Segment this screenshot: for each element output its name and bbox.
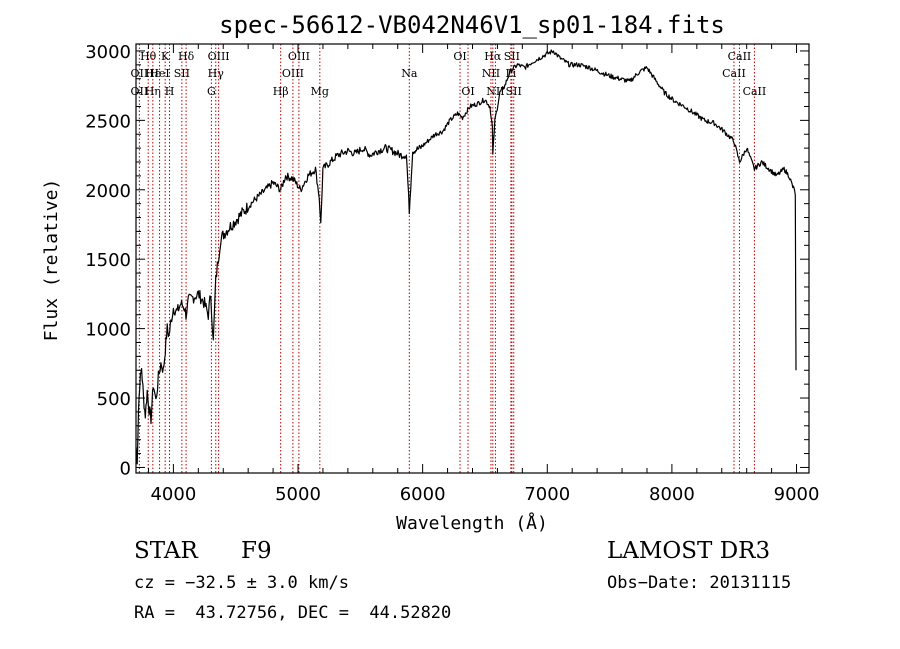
line-label: OIII: [282, 67, 304, 80]
x-tick-label: 9000: [774, 484, 820, 505]
line-label: G: [207, 85, 216, 98]
line-label: OIII: [208, 50, 230, 63]
y-tick-label: 0: [120, 458, 131, 479]
line-label: CaII: [743, 85, 767, 98]
chart-title: spec-56612-VB042N46V1_sp01-184.fits: [219, 11, 725, 39]
line-label: NII: [482, 67, 500, 80]
y-tick-label: 1000: [85, 320, 131, 341]
line-label: OI: [453, 50, 466, 63]
line-label: Mg: [311, 85, 329, 98]
line-label: Hβ: [273, 85, 289, 98]
line-label: CaII: [728, 50, 752, 63]
line-label: SII: [174, 67, 190, 80]
spectrum-line: [135, 49, 797, 465]
line-label: H: [165, 85, 175, 98]
plot-frame: [135, 43, 810, 474]
line-label: K: [161, 50, 170, 63]
line-label: Hε: [145, 67, 161, 80]
line-label: Hα: [484, 50, 502, 63]
y-tick-label: 2000: [85, 181, 131, 202]
obs-date-text: Obs−Date: 20131115: [607, 573, 792, 593]
velocity-text: cz = −32.5 ± 3.0 km/s: [134, 573, 349, 593]
line-label: SII: [504, 50, 520, 63]
y-axis-label: Flux (relative): [41, 179, 62, 342]
line-label: Li: [505, 67, 516, 80]
x-tick-label: 6000: [400, 484, 446, 505]
y-tick-label: 2500: [85, 111, 131, 132]
y-tick-label: 500: [97, 389, 131, 410]
y-tick-label: 3000: [85, 42, 131, 63]
line-label: OI: [461, 85, 474, 98]
line-label: OII: [131, 67, 149, 80]
line-label: OIII: [288, 50, 310, 63]
line-label: Hγ: [208, 67, 225, 80]
x-axis-label: Wavelength (Å): [396, 512, 548, 534]
survey-label: LAMOST DR3: [607, 538, 771, 564]
line-label: HeI: [149, 67, 169, 80]
line-label: OII: [131, 85, 149, 98]
class-label: STAR: [134, 538, 198, 564]
line-label: Hη: [145, 85, 161, 98]
x-tick-label: 5000: [275, 484, 321, 505]
x-tick-label: 4000: [150, 484, 196, 505]
axis-ticks: 4000 5000 6000 7000 8000 9000 0 500 1000 1500 2000…: [85, 42, 819, 505]
x-tick-label: 7000: [524, 484, 570, 505]
x-tick-label: 8000: [649, 484, 695, 505]
line-label: CaII: [722, 67, 746, 80]
line-label: SII: [506, 85, 522, 98]
line-label: Hθ: [140, 50, 157, 63]
subclass-label: F9: [241, 538, 272, 564]
coordinates-text: RA = 43.72756, DEC = 44.52820: [134, 603, 452, 623]
line-label: Hδ: [178, 50, 195, 63]
y-tick-label: 1500: [85, 250, 131, 271]
line-label: Na: [401, 67, 418, 80]
